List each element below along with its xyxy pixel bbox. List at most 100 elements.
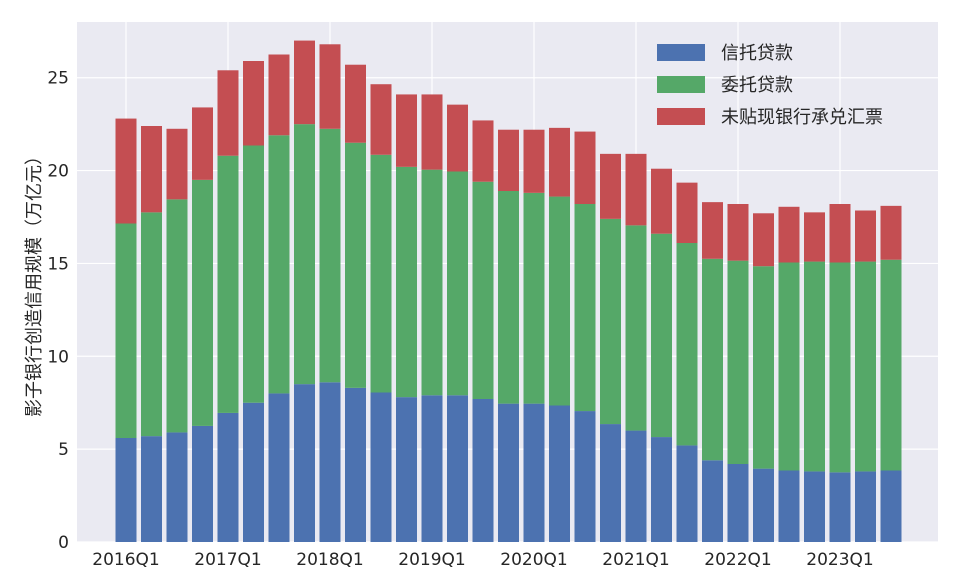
x-tick-label: 2016Q1 — [92, 550, 159, 570]
bar-segment — [829, 472, 851, 542]
legend-label: 未贴现银行承兑汇票 — [721, 107, 883, 128]
x-tick-label: 2018Q1 — [296, 550, 363, 570]
bar-segment — [778, 262, 800, 471]
bar-segment — [192, 425, 213, 542]
bar-segment — [574, 131, 596, 204]
x-tick-label: 2022Q1 — [704, 550, 771, 570]
bar-segment — [625, 153, 647, 226]
y-tick-label: 10 — [47, 347, 69, 367]
bar-segment — [294, 124, 315, 385]
bar-segment — [778, 470, 800, 542]
bar-segment — [192, 179, 213, 426]
bar-segment — [217, 412, 239, 542]
bar-segment — [115, 118, 137, 224]
bar-segment — [370, 84, 392, 155]
x-tick-labels: 2016Q1 2017Q1 2018Q1 2019Q1 2020Q1 2021Q1 2022… — [92, 550, 873, 570]
legend-label: 委托贷款 — [721, 75, 793, 96]
bars — [115, 40, 902, 542]
bar-segment — [243, 145, 264, 403]
bar-segment — [141, 126, 162, 213]
bar-segment — [753, 468, 774, 542]
bar-segment — [319, 382, 341, 542]
x-tick-label: 2023Q1 — [806, 550, 873, 570]
bar-segment — [396, 94, 417, 167]
bar-segment — [829, 262, 851, 473]
bar-segment — [268, 54, 290, 136]
y-tick-label: 0 — [58, 533, 69, 553]
bar-segment — [243, 61, 264, 146]
bar-segment — [319, 44, 341, 129]
bar-segment — [498, 191, 519, 404]
bar-segment — [651, 233, 672, 438]
bar-segment — [676, 182, 698, 243]
bar-segment — [727, 260, 749, 464]
bar-segment — [651, 168, 672, 234]
bar-segment — [421, 169, 443, 396]
bar-segment — [574, 204, 596, 412]
bar-segment — [141, 436, 162, 542]
y-tick-label: 20 — [47, 162, 69, 182]
bar-segment — [702, 460, 723, 542]
x-tick-label: 2020Q1 — [500, 550, 567, 570]
bar-segment — [549, 405, 570, 542]
bar-segment — [880, 470, 902, 542]
x-tick-label: 2021Q1 — [602, 550, 669, 570]
bar-segment — [727, 464, 749, 542]
bar-segment — [498, 129, 519, 191]
bar-segment — [549, 127, 570, 197]
bar-segment — [804, 261, 825, 472]
bar-segment — [855, 471, 876, 542]
bar-segment — [855, 261, 876, 472]
bar-segment — [115, 438, 137, 542]
legend-swatch — [657, 108, 705, 125]
bar-segment — [192, 107, 213, 180]
bar-segment — [447, 104, 468, 172]
legend-label: 信托贷款 — [721, 43, 793, 64]
bar-segment — [804, 471, 825, 542]
bar-segment — [294, 40, 315, 125]
x-tick-label: 2019Q1 — [398, 550, 465, 570]
bar-segment — [319, 128, 341, 383]
bar-segment — [472, 399, 494, 542]
bar-segment — [600, 218, 621, 425]
bar-segment — [268, 393, 290, 542]
bar-segment — [676, 445, 698, 542]
bar-segment — [778, 206, 800, 263]
bar-segment — [574, 411, 596, 542]
bar-segment — [345, 142, 366, 388]
bar-segment — [651, 437, 672, 542]
bar-segment — [294, 384, 315, 542]
bar-segment — [676, 243, 698, 446]
legend-swatch — [657, 76, 705, 93]
bar-segment — [447, 395, 468, 542]
bar-segment — [880, 205, 902, 260]
bar-segment — [345, 387, 366, 542]
y-tick-labels: 0 5 10 15 20 25 — [47, 69, 69, 553]
y-tick-label: 15 — [47, 254, 69, 274]
bar-segment — [829, 204, 851, 263]
bar-segment — [880, 259, 902, 471]
bar-segment — [166, 199, 188, 433]
y-axis-label: 影子银行创造信用规模（万亿元） — [24, 147, 45, 417]
bar-segment — [447, 171, 468, 396]
bar-segment — [753, 213, 774, 267]
bar-segment — [600, 424, 621, 542]
bar-segment — [472, 120, 494, 182]
bar-segment — [472, 181, 494, 399]
bar-segment — [268, 135, 290, 394]
bar-segment — [421, 94, 443, 170]
bar-segment — [523, 403, 545, 542]
bar-segment — [166, 432, 188, 542]
bar-segment — [421, 395, 443, 542]
bar-segment — [523, 129, 545, 193]
bar-segment — [141, 212, 162, 437]
bar-segment — [370, 154, 392, 393]
bar-segment — [600, 153, 621, 219]
bar-segment — [625, 430, 647, 542]
y-tick-label: 5 — [58, 440, 69, 460]
legend-swatch — [657, 44, 705, 61]
bar-segment — [702, 202, 723, 259]
bar-segment — [345, 64, 366, 143]
